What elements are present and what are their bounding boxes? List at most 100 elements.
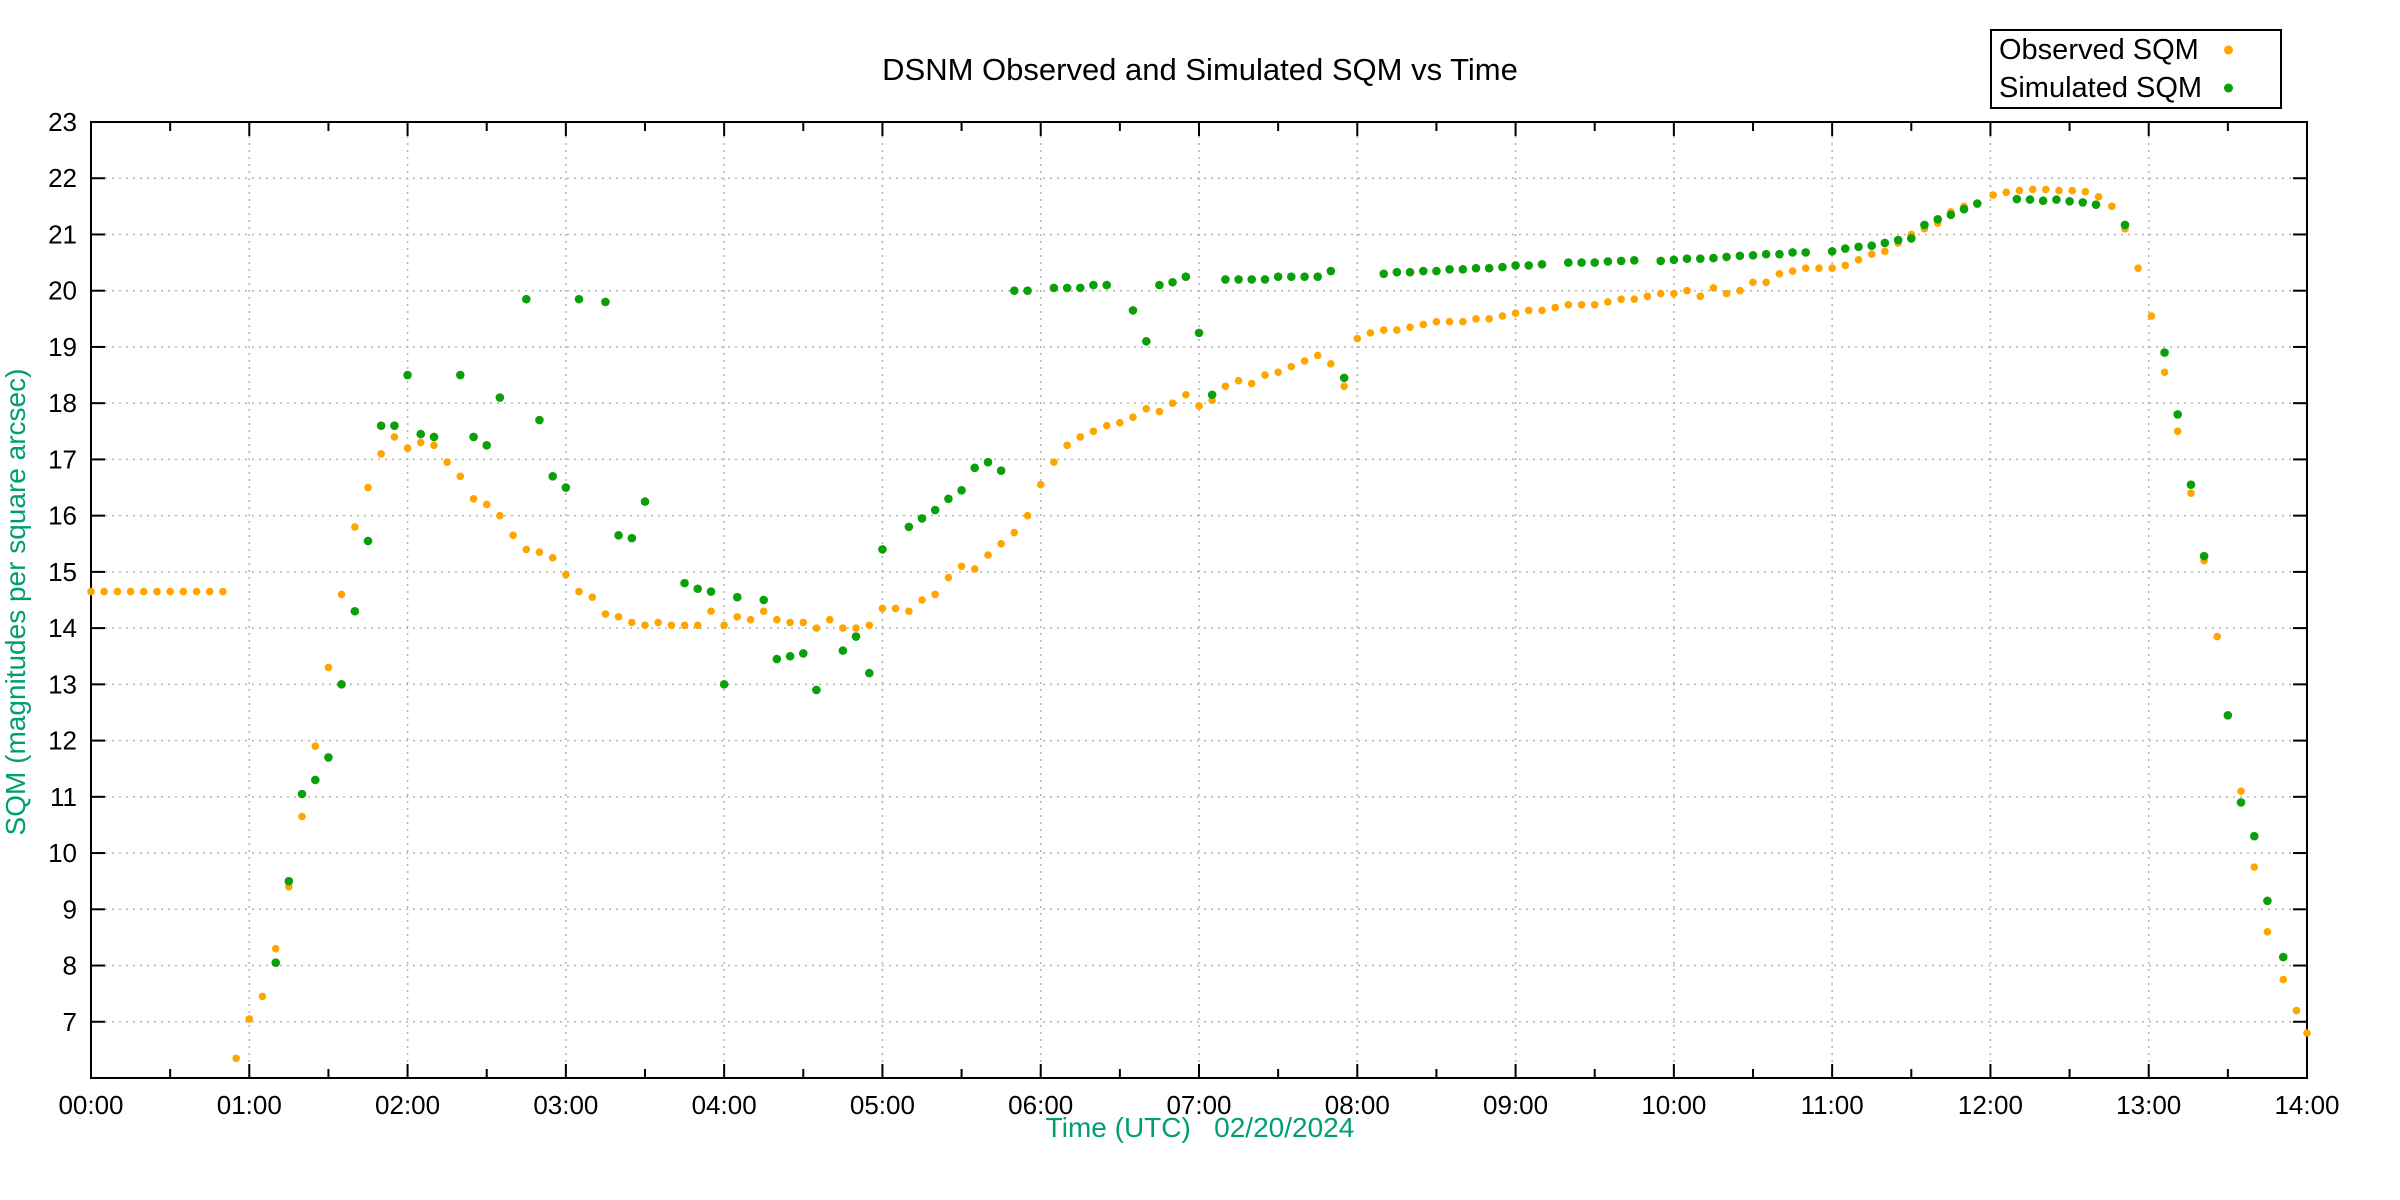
data-point-observed bbox=[1010, 528, 1019, 537]
legend: Observed SQM Simulated SQM bbox=[1990, 29, 2282, 109]
data-point-observed bbox=[707, 607, 715, 616]
data-point-observed bbox=[680, 621, 689, 630]
data-point-simulated bbox=[1959, 204, 1969, 214]
data-point-observed bbox=[1142, 405, 1151, 413]
data-point-observed bbox=[733, 613, 742, 621]
data-point-observed bbox=[1300, 357, 1309, 365]
data-point-simulated bbox=[1062, 283, 1072, 293]
data-point-observed bbox=[509, 531, 517, 540]
data-point-simulated bbox=[1629, 256, 1639, 265]
data-point-simulated bbox=[2249, 831, 2259, 841]
x-tick-label: 12:00 bbox=[1958, 1090, 2023, 1120]
data-point-observed bbox=[2094, 192, 2103, 201]
data-point-simulated bbox=[1049, 283, 1059, 293]
data-point-simulated bbox=[1379, 269, 1389, 279]
legend-marker-simulated-icon bbox=[2224, 83, 2233, 93]
data-point-simulated bbox=[403, 370, 412, 380]
data-point-simulated bbox=[429, 432, 439, 442]
data-point-observed bbox=[232, 1054, 240, 1063]
data-point-observed bbox=[1551, 303, 1559, 312]
data-point-observed bbox=[337, 590, 346, 599]
legend-marker-observed-icon bbox=[2224, 45, 2233, 55]
data-point-observed bbox=[377, 449, 385, 458]
data-point-simulated bbox=[785, 651, 795, 661]
data-point-observed bbox=[258, 992, 267, 1001]
x-tick-label: 00:00 bbox=[58, 1090, 123, 1120]
data-point-observed bbox=[496, 511, 504, 520]
data-point-observed bbox=[443, 458, 451, 467]
y-tick-label: 10 bbox=[48, 838, 77, 868]
data-point-simulated bbox=[706, 587, 716, 596]
data-point-observed bbox=[693, 621, 702, 630]
data-point-simulated bbox=[1840, 244, 1850, 253]
data-point-simulated bbox=[1168, 277, 1177, 287]
data-point-observed bbox=[1076, 433, 1085, 441]
data-point-simulated bbox=[1695, 254, 1705, 263]
data-point-simulated bbox=[390, 421, 399, 430]
data-point-simulated bbox=[1590, 258, 1600, 267]
data-point-simulated bbox=[2078, 198, 2088, 207]
data-point-observed bbox=[1696, 292, 1705, 301]
x-tick-label: 03:00 bbox=[533, 1090, 598, 1120]
data-point-simulated bbox=[2223, 710, 2233, 720]
data-point-simulated bbox=[680, 578, 689, 588]
data-point-simulated bbox=[2120, 220, 2130, 230]
y-tick-label: 8 bbox=[63, 951, 77, 981]
data-point-observed bbox=[1050, 458, 1058, 467]
data-point-simulated bbox=[324, 753, 333, 762]
data-point-simulated bbox=[482, 441, 492, 450]
data-point-observed bbox=[1129, 413, 1137, 422]
data-point-simulated bbox=[1867, 241, 1877, 251]
y-tick-label: 23 bbox=[48, 107, 77, 137]
data-point-simulated bbox=[1616, 256, 1626, 266]
x-tick-label: 05:00 bbox=[850, 1090, 915, 1120]
data-point-observed bbox=[614, 613, 623, 621]
data-point-observed bbox=[271, 944, 280, 953]
data-point-observed bbox=[997, 539, 1005, 548]
data-point-observed bbox=[1406, 323, 1414, 332]
data-point-simulated bbox=[772, 654, 782, 664]
data-point-observed bbox=[1775, 270, 1784, 278]
data-point-observed bbox=[1749, 278, 1757, 287]
data-point-simulated bbox=[1498, 262, 1507, 272]
data-point-observed bbox=[1353, 334, 1362, 343]
data-point-observed bbox=[1989, 191, 1997, 199]
data-point-simulated bbox=[561, 483, 571, 492]
data-point-observed bbox=[1089, 427, 1098, 436]
data-point-observed bbox=[957, 562, 966, 571]
data-point-simulated bbox=[1511, 261, 1520, 270]
data-point-observed bbox=[720, 621, 728, 630]
data-point-simulated bbox=[2065, 196, 2074, 206]
data-point-observed bbox=[166, 587, 174, 596]
data-point-observed bbox=[1604, 298, 1612, 306]
data-point-observed bbox=[2134, 264, 2142, 273]
data-point-observed bbox=[2042, 185, 2050, 194]
data-point-observed bbox=[1366, 329, 1375, 337]
data-point-simulated bbox=[574, 294, 584, 304]
data-point-simulated bbox=[1458, 265, 1468, 274]
data-point-observed bbox=[1524, 306, 1533, 315]
data-point-observed bbox=[2303, 1029, 2311, 1037]
y-tick-label: 22 bbox=[48, 163, 77, 193]
data-point-simulated bbox=[601, 297, 610, 307]
data-point-simulated bbox=[640, 497, 650, 506]
data-point-simulated bbox=[1313, 272, 1323, 281]
data-point-observed bbox=[1617, 295, 1625, 303]
data-point-observed bbox=[1432, 317, 1441, 326]
data-point-observed bbox=[153, 587, 161, 596]
data-point-simulated bbox=[1392, 267, 1402, 277]
data-point-observed bbox=[944, 573, 953, 582]
data-point-observed bbox=[403, 444, 412, 452]
data-point-observed bbox=[2028, 185, 2037, 194]
data-point-simulated bbox=[1418, 266, 1428, 276]
data-point-simulated bbox=[996, 466, 1006, 475]
data-point-simulated bbox=[1537, 259, 1547, 269]
data-point-observed bbox=[1221, 382, 1230, 391]
data-point-simulated bbox=[1854, 242, 1863, 252]
data-point-observed bbox=[430, 441, 438, 450]
data-point-observed bbox=[1327, 360, 1335, 368]
data-point-simulated bbox=[1075, 283, 1085, 293]
y-tick-label: 7 bbox=[63, 1007, 77, 1037]
data-point-observed bbox=[878, 604, 887, 613]
data-point-observed bbox=[351, 523, 359, 531]
